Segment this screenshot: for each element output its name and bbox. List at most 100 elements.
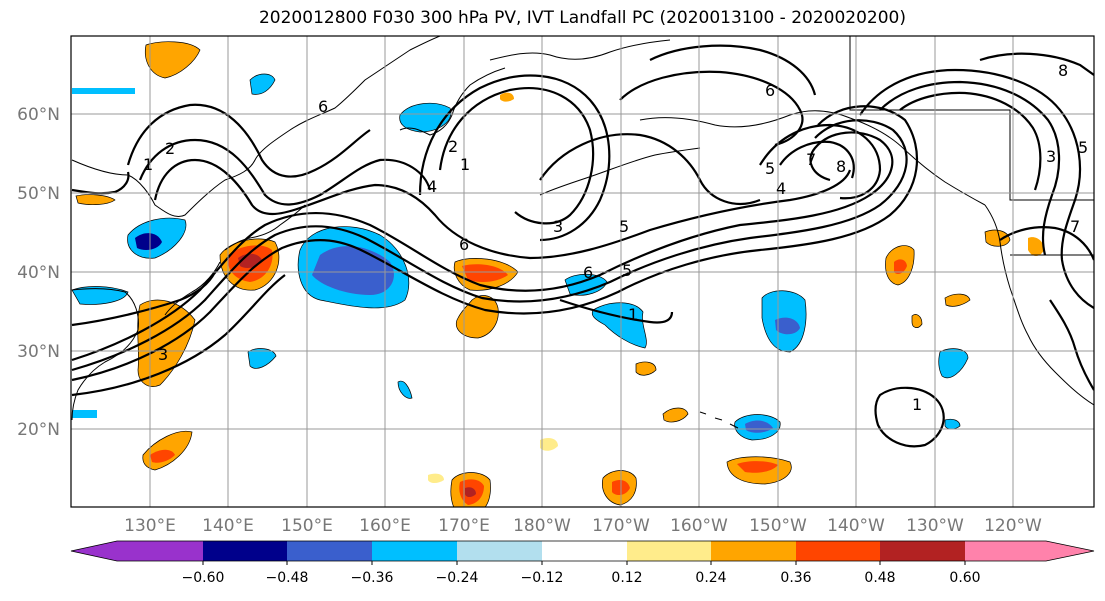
colorbar-segment bbox=[117, 541, 203, 561]
pos-anomaly-patch bbox=[540, 438, 558, 451]
pos-anomaly-patch bbox=[894, 259, 907, 274]
lat-label: 50°N bbox=[17, 184, 60, 204]
lon-label: 170°W bbox=[592, 516, 650, 536]
coastline-north-america bbox=[984, 204, 1094, 406]
colorbar-tick-label: 0.12 bbox=[611, 570, 642, 586]
colorbar-segment bbox=[287, 541, 372, 561]
colorbar-segment bbox=[880, 541, 965, 561]
colorbar-tick-label: −0.36 bbox=[351, 570, 394, 586]
lon-label: 160°W bbox=[670, 516, 728, 536]
contour-label: 3 bbox=[158, 345, 168, 364]
contour-label: 6 bbox=[583, 263, 593, 282]
map-title: 2020012800 F030 300 hPa PV, IVT Landfall… bbox=[258, 8, 906, 28]
contour-label: 8 bbox=[1058, 61, 1068, 80]
colorbar-segment bbox=[457, 541, 542, 561]
contour-label: 3 bbox=[1046, 147, 1056, 166]
neg-anomaly-patch bbox=[775, 317, 800, 335]
lon-label: 130°E bbox=[124, 516, 176, 536]
pv-contour bbox=[759, 123, 882, 200]
pv-contour bbox=[879, 80, 1061, 256]
coastlines bbox=[71, 36, 1094, 429]
colorbar-segment bbox=[542, 541, 627, 561]
neg-anomaly-patch bbox=[745, 420, 773, 433]
contour-label: 1 bbox=[628, 305, 638, 324]
colorbar-tick-label: 0.60 bbox=[949, 570, 980, 586]
pv-contour bbox=[559, 298, 674, 324]
pos-anomaly-patch bbox=[984, 229, 1011, 247]
colorbar-tick-label: 0.48 bbox=[864, 570, 895, 586]
pos-anomaly-patch bbox=[1028, 237, 1044, 256]
coastline-hawaii bbox=[699, 411, 739, 429]
contour-label: 8 bbox=[836, 157, 846, 176]
pv-contours bbox=[71, 44, 1094, 448]
pos-anomaly-patch bbox=[144, 41, 201, 79]
lon-label: 130°W bbox=[906, 516, 964, 536]
pos-anomaly-patch bbox=[737, 461, 778, 473]
pv-contour bbox=[71, 105, 919, 382]
pv-contour bbox=[71, 271, 216, 327]
neg-anomaly-patch bbox=[71, 286, 129, 305]
coastline-kamchatka bbox=[399, 67, 506, 136]
pv-contour bbox=[999, 226, 1094, 261]
contour-label: 7 bbox=[806, 150, 816, 169]
lon-label: 180°W bbox=[513, 516, 571, 536]
pos-anomaly-patch bbox=[500, 92, 514, 102]
contour-label: 5 bbox=[622, 261, 632, 280]
neg-anomaly-patch bbox=[938, 348, 969, 379]
colorbar-segment bbox=[71, 541, 117, 561]
neg-anomaly-patch bbox=[399, 102, 452, 133]
contour-label: 2 bbox=[165, 139, 175, 158]
lon-label: 140°W bbox=[827, 516, 885, 536]
longitude-labels: 130°E 140°E 150°E 160°E 170°E 180°W 170°… bbox=[124, 516, 1042, 536]
pv-contour bbox=[779, 140, 855, 179]
pv-contour bbox=[71, 131, 894, 362]
pos-anomaly-patch bbox=[150, 449, 175, 463]
neg-anomaly-patch bbox=[249, 73, 276, 95]
contour-label: 7 bbox=[1070, 217, 1080, 236]
contour-labels: 6 6 6 6 5 5 5 5 4 4 3 3 3 2 2 1 1 1 1 7 … bbox=[143, 61, 1088, 414]
lon-label: 160°E bbox=[359, 516, 411, 536]
colorbar-tick-label: 0.24 bbox=[695, 570, 726, 586]
colorbar-segment bbox=[1046, 541, 1094, 561]
pv-contour bbox=[138, 138, 432, 206]
contour-label: 6 bbox=[459, 235, 469, 254]
pos-anomaly-patch bbox=[465, 487, 476, 497]
colorbar-tick-label: −0.60 bbox=[182, 570, 225, 586]
neg-anomaly-patch bbox=[564, 273, 608, 296]
lat-label: 30°N bbox=[17, 342, 60, 362]
contour-label: 1 bbox=[143, 155, 153, 174]
neg-anomaly-patch bbox=[247, 348, 277, 369]
contour-label: 2 bbox=[448, 137, 458, 156]
neg-anomaly-patch bbox=[135, 233, 162, 250]
pv-contour bbox=[899, 91, 1042, 191]
pv-contour bbox=[71, 274, 286, 397]
pos-anomaly-patch bbox=[462, 264, 508, 283]
pos-anomaly-patch bbox=[662, 407, 689, 423]
contour-label: 4 bbox=[776, 179, 786, 198]
pos-anomaly-patch bbox=[944, 293, 971, 307]
lat-label: 20°N bbox=[17, 420, 60, 440]
neg-anomaly-patch bbox=[397, 380, 413, 399]
contour-label: 4 bbox=[427, 177, 437, 196]
graticule bbox=[71, 36, 1094, 507]
pv-contour bbox=[71, 119, 908, 372]
coastline-korea-china bbox=[71, 288, 139, 421]
map-frame bbox=[70, 35, 1095, 508]
pv-contour bbox=[418, 74, 611, 242]
contour-label: 6 bbox=[318, 97, 328, 116]
colorbar-segment bbox=[796, 541, 880, 561]
colorbar-segment bbox=[627, 541, 711, 561]
pv-contour bbox=[874, 386, 945, 448]
colorbar-tick-label: 0.36 bbox=[780, 570, 811, 586]
coastline-alaska bbox=[639, 110, 986, 206]
contour-label: 3 bbox=[553, 217, 563, 236]
neg-anomaly-patch bbox=[72, 410, 97, 418]
pv-contour bbox=[71, 171, 130, 195]
colorbar-segment bbox=[711, 541, 796, 561]
lon-label: 170°E bbox=[438, 516, 490, 536]
pv-contour bbox=[539, 133, 761, 205]
colorbar: −0.60 −0.48 −0.36 −0.24 −0.12 0.12 0.24 … bbox=[70, 540, 1095, 586]
lat-label: 40°N bbox=[17, 263, 60, 283]
coastline-border bbox=[849, 36, 1094, 256]
